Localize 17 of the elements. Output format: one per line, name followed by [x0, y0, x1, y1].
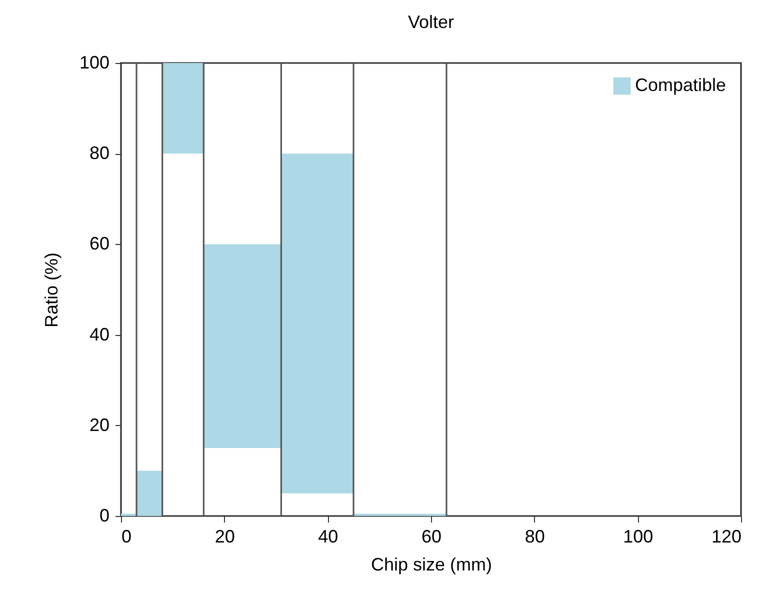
y-tick-label: 100 [79, 52, 110, 72]
x-tick-label: 20 [214, 526, 235, 546]
x-tick-label: 80 [524, 526, 545, 546]
chart-title: Volter [408, 12, 454, 32]
y-tick-label: 60 [89, 234, 110, 254]
x-tick-label: 120 [711, 526, 742, 546]
y-tick-label: 40 [89, 324, 110, 344]
x-tick-label: 0 [122, 526, 132, 546]
legend-label: Compatible [635, 75, 726, 95]
x-axis-title: Chip size (mm) [370, 554, 492, 574]
x-tick-label: 60 [421, 526, 442, 546]
y-tick-label: 20 [89, 414, 110, 435]
y-axis-title: Ratio (%) [41, 252, 62, 328]
y-tick-label: 80 [89, 143, 110, 164]
x-tick-label: 40 [318, 526, 338, 546]
x-tick-label: 100 [623, 526, 654, 546]
y-tick-label: 0 [99, 506, 110, 526]
